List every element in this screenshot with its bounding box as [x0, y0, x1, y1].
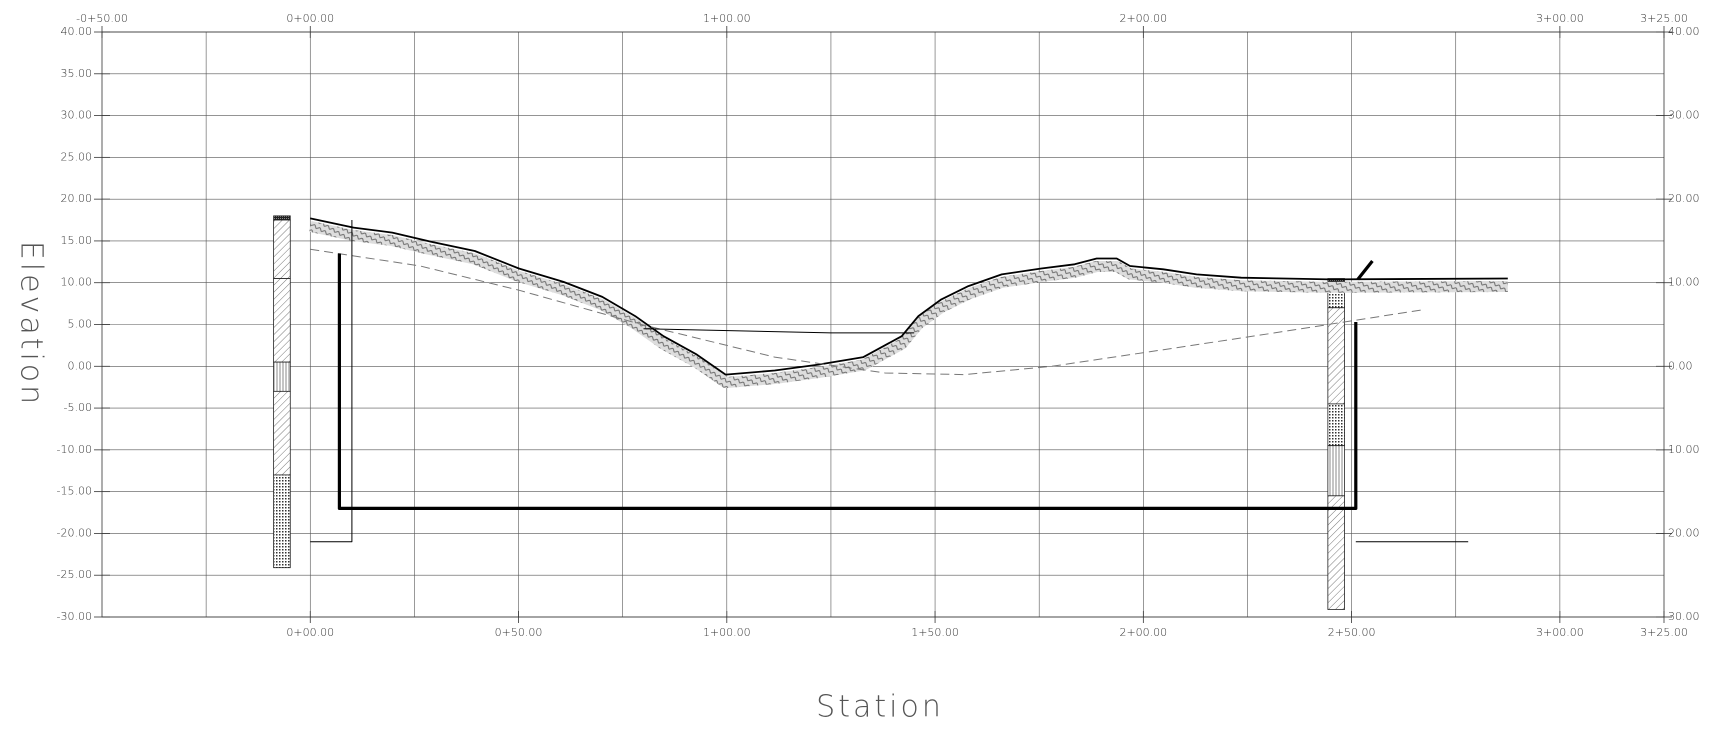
boring-layer	[1327, 495, 1345, 610]
x-tick-label: 2+00.00	[1119, 626, 1167, 639]
y-tick-label: -5.00	[64, 401, 92, 414]
y-tick-label: 35.00	[61, 67, 93, 80]
y-tick-label: 20.00	[61, 192, 93, 205]
boring-layer	[1327, 290, 1345, 309]
x-axis-title: Station	[816, 690, 944, 725]
y-tick-label: 40.00	[61, 25, 93, 38]
y2-tick-label: 30.00	[1668, 109, 1700, 122]
boring-layer	[1327, 445, 1345, 497]
y2-tick-label: 10.00	[1668, 276, 1700, 289]
y-tick-label: -20.00	[57, 526, 92, 539]
y-tick-label: 10.00	[61, 276, 93, 289]
x2-tick-label: 0+00.00	[286, 12, 334, 25]
y-tick-label: 25.00	[61, 150, 93, 163]
profile-line	[310, 217, 1508, 376]
y-tick-label: -30.00	[57, 610, 92, 623]
x-tick-label: 0+50.00	[495, 626, 543, 639]
boring-layer	[1327, 403, 1345, 447]
boring-layer	[273, 474, 291, 569]
x-tick-label: 1+00.00	[703, 626, 751, 639]
x2-tick-label: 3+25.00	[1640, 12, 1688, 25]
x-tick-label: 3+00.00	[1536, 626, 1584, 639]
profile-line	[310, 248, 1425, 376]
profile-line	[337, 253, 1374, 510]
x2-tick-label: 3+00.00	[1536, 12, 1584, 25]
y2-tick-label: 30.00	[1668, 610, 1700, 623]
y2-tick-label: 10.00	[1668, 443, 1700, 456]
y2-tick-label: 40.00	[1668, 25, 1700, 38]
y-tick-label: 15.00	[61, 234, 93, 247]
x-tick-label: 3+25.00	[1640, 626, 1688, 639]
profile-line	[643, 328, 915, 334]
boring-layer	[1327, 307, 1345, 405]
x-tick-label: 2+50.00	[1328, 626, 1376, 639]
profile-line	[310, 220, 353, 543]
boring-layer	[273, 361, 291, 392]
boring-layer	[273, 219, 291, 279]
ground-hatch	[309, 221, 1508, 389]
x2-tick-label: 1+00.00	[703, 12, 751, 25]
boring-layer	[273, 278, 291, 363]
x2-tick-label: 2+00.00	[1119, 12, 1167, 25]
x-tick-label: 0+00.00	[286, 626, 334, 639]
boring-layer	[273, 390, 291, 476]
boring-layer	[273, 215, 291, 221]
y-axis-title: Elevation	[14, 241, 49, 407]
y2-tick-label: 20.00	[1668, 192, 1700, 205]
y-tick-label: -25.00	[57, 568, 92, 581]
y-tick-label: 30.00	[61, 109, 93, 122]
y-tick-label: 0.00	[68, 359, 93, 372]
y2-tick-label: 0.00	[1668, 359, 1693, 372]
x-tick-label: 1+50.00	[911, 626, 959, 639]
y-tick-label: 5.00	[68, 318, 93, 331]
y2-tick-label: 20.00	[1668, 526, 1700, 539]
x2-tick-label: -0+50.00	[76, 12, 128, 25]
y-tick-label: -15.00	[57, 485, 92, 498]
y-tick-label: -10.00	[57, 443, 92, 456]
